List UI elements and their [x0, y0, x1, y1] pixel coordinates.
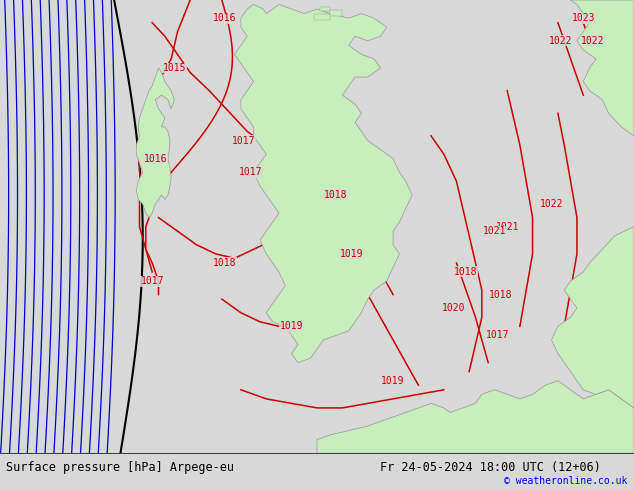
Text: 1018: 1018	[213, 258, 237, 268]
Polygon shape	[320, 7, 330, 11]
Polygon shape	[136, 68, 174, 218]
Text: Fr 24-05-2024 18:00 UTC (12+06): Fr 24-05-2024 18:00 UTC (12+06)	[380, 462, 601, 474]
Text: 1019: 1019	[340, 249, 364, 259]
Text: 1017: 1017	[140, 276, 164, 286]
Text: 1018: 1018	[454, 267, 478, 277]
Text: 1021: 1021	[495, 221, 519, 232]
Text: 1018: 1018	[489, 290, 513, 299]
Polygon shape	[571, 0, 634, 136]
Text: 1017: 1017	[238, 167, 262, 177]
Text: 1016: 1016	[213, 13, 237, 23]
Text: © weatheronline.co.uk: © weatheronline.co.uk	[504, 476, 628, 486]
Text: 1022: 1022	[549, 36, 573, 46]
Text: 1022: 1022	[540, 199, 564, 209]
Text: Surface pressure [hPa] Arpege-eu: Surface pressure [hPa] Arpege-eu	[6, 462, 235, 474]
Text: 1016: 1016	[143, 154, 167, 164]
Text: 1021: 1021	[482, 226, 507, 236]
Text: 1019: 1019	[381, 376, 405, 386]
Text: 1022: 1022	[581, 36, 605, 46]
Text: 1020: 1020	[441, 303, 465, 313]
Text: 1018: 1018	[324, 190, 348, 200]
Polygon shape	[314, 14, 330, 21]
Text: 1017: 1017	[486, 330, 510, 341]
Text: 1023: 1023	[571, 13, 595, 23]
Text: 1017: 1017	[232, 136, 256, 146]
Text: 1015: 1015	[162, 63, 186, 73]
Polygon shape	[317, 381, 634, 453]
Polygon shape	[552, 226, 634, 408]
Text: 1019: 1019	[280, 321, 304, 331]
Polygon shape	[235, 4, 412, 363]
Polygon shape	[330, 10, 342, 16]
